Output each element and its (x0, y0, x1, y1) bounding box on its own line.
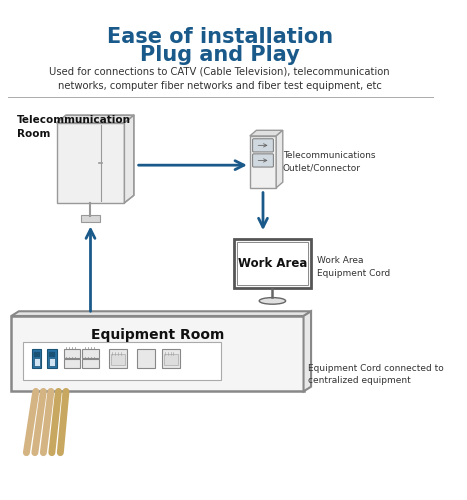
FancyBboxPatch shape (237, 242, 308, 285)
FancyBboxPatch shape (253, 154, 273, 167)
FancyBboxPatch shape (253, 139, 273, 152)
FancyBboxPatch shape (64, 359, 80, 368)
Text: Ease of installation: Ease of installation (106, 27, 333, 47)
Polygon shape (276, 130, 283, 188)
Text: Work Area: Work Area (238, 256, 307, 270)
Bar (47, 349, 57, 368)
FancyBboxPatch shape (111, 354, 125, 364)
FancyBboxPatch shape (234, 238, 311, 288)
Polygon shape (57, 115, 134, 122)
Bar (22, 342, 220, 380)
FancyBboxPatch shape (57, 122, 124, 203)
Text: Telecommunications
Outlet/Connector: Telecommunications Outlet/Connector (283, 150, 375, 172)
Bar (81, 215, 100, 222)
Text: Plug and Play: Plug and Play (140, 45, 299, 65)
Bar (49, 352, 55, 356)
Bar (34, 352, 40, 356)
Polygon shape (250, 130, 283, 136)
FancyBboxPatch shape (83, 348, 99, 358)
Bar (49, 358, 55, 366)
Text: Used for connections to CATV (Cable Television), telecommunication
networks, com: Used for connections to CATV (Cable Tele… (50, 66, 390, 91)
Text: Equipment Cord connected to
centralized equipment: Equipment Cord connected to centralized … (308, 364, 444, 385)
Text: Telecommunication
Room: Telecommunication Room (17, 115, 131, 139)
Text: Work Area
Equipment Cord: Work Area Equipment Cord (317, 256, 390, 278)
Polygon shape (124, 115, 134, 203)
Polygon shape (304, 312, 311, 392)
FancyBboxPatch shape (109, 348, 127, 368)
FancyBboxPatch shape (162, 348, 180, 368)
FancyBboxPatch shape (64, 348, 80, 358)
FancyBboxPatch shape (137, 348, 155, 368)
Bar (32, 349, 42, 368)
FancyBboxPatch shape (163, 354, 177, 364)
Polygon shape (11, 312, 311, 316)
FancyBboxPatch shape (11, 316, 304, 392)
FancyBboxPatch shape (250, 136, 276, 188)
Ellipse shape (259, 298, 286, 304)
Text: Equipment Room: Equipment Room (91, 328, 224, 342)
Bar (34, 358, 40, 366)
FancyBboxPatch shape (83, 359, 99, 368)
